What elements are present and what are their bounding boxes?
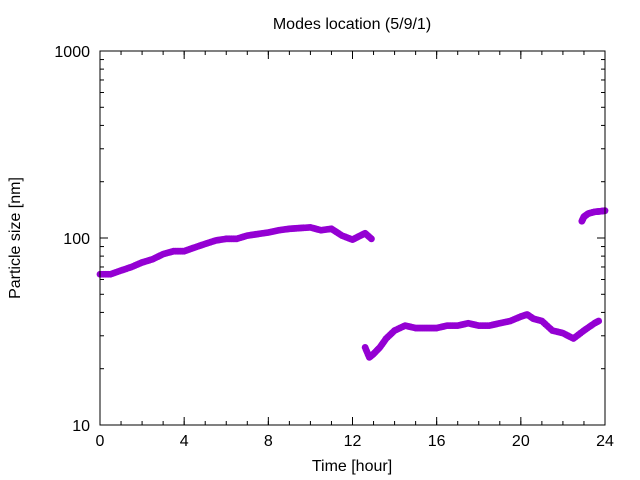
x-tick-label: 16 (428, 433, 446, 450)
data-point (368, 235, 375, 243)
x-tick-label: 0 (96, 433, 105, 450)
x-tick-label: 8 (264, 433, 273, 450)
x-axis-label: Time [hour] (312, 458, 392, 475)
x-tick-label: 20 (512, 433, 530, 450)
tick-labels: 0 4 8 12 16 20 24 10 100 1000 (54, 44, 614, 450)
data-series (361, 311, 603, 361)
data-series (96, 223, 375, 278)
axis-ticks (99, 50, 606, 426)
y-axis-label: Particle size [nm] (7, 177, 24, 299)
y-tick-label: 1000 (54, 44, 90, 61)
y-tick-label: 100 (63, 231, 90, 248)
x-tick-label: 4 (180, 433, 189, 450)
plot-frame (99, 50, 606, 426)
x-tick-label: 24 (596, 433, 614, 450)
x-tick-label: 12 (344, 433, 362, 450)
y-tick-label: 10 (72, 418, 90, 435)
data-series (578, 207, 609, 225)
data-point (595, 317, 603, 325)
data-points (96, 207, 609, 361)
chart-title: Modes location (5/9/1) (273, 16, 431, 33)
